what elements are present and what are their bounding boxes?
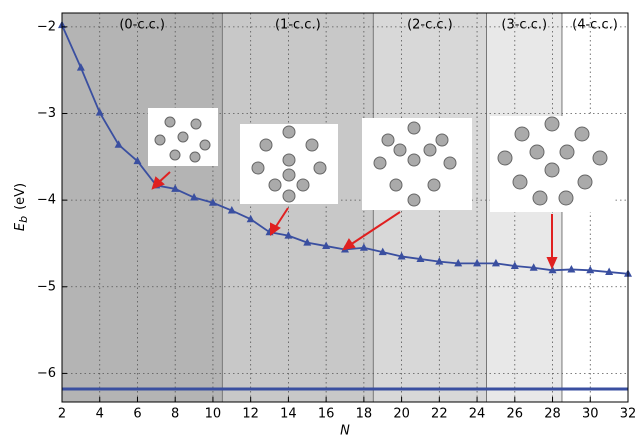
- marker: [171, 184, 180, 192]
- region-label: (1-c.c.): [275, 18, 321, 33]
- x-tick-label: 6: [133, 407, 141, 422]
- y-tick-label: −3: [37, 106, 56, 121]
- x-tick-label: 18: [356, 407, 373, 422]
- region-label: (3-c.c.): [501, 18, 547, 33]
- cluster-atoms: [497, 116, 608, 206]
- marker: [567, 264, 576, 273]
- y-label-unit: (eV): [13, 183, 28, 210]
- x-tick-label: 26: [507, 407, 524, 422]
- region: [62, 13, 223, 402]
- y-tick-label: −4: [37, 193, 56, 208]
- marker: [190, 193, 199, 201]
- region-label: (0-c.c.): [119, 18, 165, 33]
- x-tick-label: 22: [431, 407, 448, 422]
- x-tick-label: 30: [582, 407, 599, 422]
- y-tick-label: −2: [37, 19, 56, 34]
- marker: [378, 247, 387, 256]
- x-tick-label: 20: [393, 407, 410, 422]
- y-label-main: E: [13, 222, 28, 231]
- y-tick-label: −6: [37, 366, 56, 381]
- x-tick-label: 28: [544, 407, 561, 422]
- arrow: [349, 211, 401, 246]
- marker: [510, 261, 519, 269]
- marker: [133, 156, 142, 165]
- cluster-atoms: [154, 116, 211, 163]
- marker: [529, 263, 538, 271]
- marker: [454, 258, 463, 267]
- marker: [208, 198, 217, 206]
- x-tick-label: 16: [318, 407, 335, 422]
- x-tick-label: 4: [96, 407, 104, 422]
- x-tick-label: 8: [171, 407, 179, 422]
- x-tick-label: 2: [58, 407, 66, 422]
- x-tick-label: 32: [620, 407, 636, 422]
- x-axis-label: N: [340, 424, 350, 439]
- marker: [95, 108, 104, 116]
- marker: [114, 140, 123, 148]
- marker: [473, 258, 482, 267]
- region: [222, 13, 374, 402]
- region-label: (2-c.c.): [407, 18, 453, 33]
- arrows: [151, 171, 558, 270]
- cluster-atoms: [251, 125, 327, 203]
- x-tick-label: 12: [242, 407, 259, 422]
- cluster-atoms: [373, 121, 457, 207]
- marker: [397, 251, 406, 260]
- plot-frame: [61, 12, 629, 403]
- x-tick-label: 10: [205, 407, 222, 422]
- arrow: [274, 207, 289, 229]
- marker: [605, 267, 614, 276]
- marker: [227, 206, 236, 214]
- marker: [491, 258, 500, 267]
- x-tick-label: 14: [280, 407, 297, 422]
- marker: [586, 265, 595, 274]
- marker: [548, 265, 557, 274]
- marker: [416, 254, 425, 263]
- x-tick-label: 24: [469, 407, 486, 422]
- region-label: (4-c.c.): [572, 18, 618, 33]
- marker: [246, 214, 255, 223]
- y-tick-label: −5: [37, 279, 56, 294]
- marker: [359, 243, 368, 251]
- marker: [322, 241, 331, 250]
- marker: [76, 63, 85, 71]
- marker: [284, 231, 293, 239]
- marker: [303, 238, 312, 246]
- cluster-images: [148, 108, 614, 212]
- y-axis-label: Eb (eV): [13, 183, 31, 231]
- y-label-sub: b: [17, 216, 30, 223]
- marker: [435, 257, 444, 265]
